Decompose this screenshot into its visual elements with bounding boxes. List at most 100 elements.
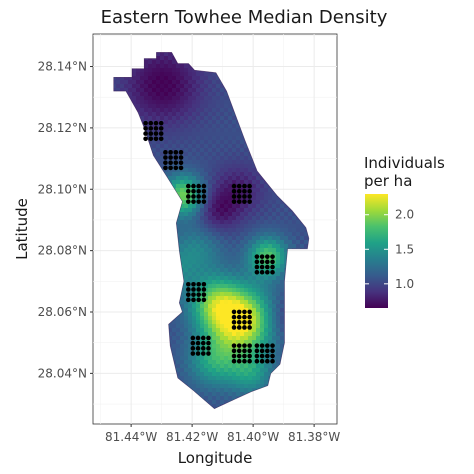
heatmap-cell <box>284 224 289 229</box>
heatmap-cell <box>132 72 137 77</box>
heatmap-cell <box>272 328 277 333</box>
heatmap-cell <box>220 256 225 261</box>
heatmap-cell <box>208 240 213 245</box>
heatmap-cell <box>248 340 253 345</box>
heatmap-cell <box>220 396 225 401</box>
heatmap-cell <box>208 392 213 397</box>
heatmap-cell <box>220 384 225 389</box>
heatmap-cell <box>212 216 217 221</box>
heatmap-cell <box>224 204 229 209</box>
heatmap-cell <box>256 372 261 377</box>
heatmap-cell <box>168 124 173 129</box>
heatmap-cell <box>176 184 181 189</box>
heatmap-cell <box>240 260 245 265</box>
heatmap-cell <box>228 316 233 321</box>
heatmap-cell <box>228 116 233 121</box>
heatmap-cell <box>220 188 225 193</box>
heatmap-cell <box>184 336 189 341</box>
heatmap-cell <box>148 108 153 113</box>
heatmap-cell <box>220 140 225 145</box>
heatmap-cell <box>216 308 221 313</box>
heatmap-cell <box>140 112 145 117</box>
heatmap-cell <box>296 220 301 225</box>
heatmap-cell <box>184 204 189 209</box>
heatmap-cell <box>216 360 221 365</box>
heatmap-cell <box>260 284 265 289</box>
heatmap-cell <box>228 156 233 161</box>
heatmap-cell <box>228 196 233 201</box>
heatmap-cell <box>236 248 241 253</box>
heatmap-cell <box>200 204 205 209</box>
heatmap-cell <box>236 296 241 301</box>
heatmap-cell <box>248 300 253 305</box>
heatmap-cell <box>252 316 257 321</box>
heatmap-cell <box>248 256 253 261</box>
heatmap-cell <box>196 236 201 241</box>
heatmap-cell <box>224 104 229 109</box>
heatmap-cell <box>240 192 245 197</box>
heatmap-cell <box>212 204 217 209</box>
heatmap-cell <box>268 356 273 361</box>
heatmap-cell <box>240 180 245 185</box>
heatmap-cell <box>204 264 209 269</box>
heatmap-cell <box>188 296 193 301</box>
heatmap-cell <box>236 160 241 165</box>
heatmap-cell <box>256 172 261 177</box>
heatmap-cell <box>204 308 209 313</box>
heatmap-cell <box>200 104 205 109</box>
heatmap-cell <box>224 340 229 345</box>
heatmap-cell <box>140 116 145 121</box>
heatmap-cell <box>244 252 249 257</box>
heatmap-cell <box>156 92 161 97</box>
heatmap-cell <box>156 104 161 109</box>
heatmap-cell <box>232 152 237 157</box>
heatmap-cell <box>156 52 161 57</box>
heatmap-cell <box>204 128 209 133</box>
heatmap-cell <box>208 260 213 265</box>
heatmap-cell <box>220 248 225 253</box>
heatmap-cell <box>172 328 177 333</box>
heatmap-cell <box>184 344 189 349</box>
heatmap-cell <box>208 136 213 141</box>
heatmap-cell <box>200 168 205 173</box>
heatmap-cell <box>140 76 145 81</box>
heatmap-cell <box>168 116 173 121</box>
heatmap-cell <box>184 172 189 177</box>
heatmap-cell <box>244 332 249 337</box>
heatmap-cell <box>236 392 241 397</box>
heatmap-cell <box>152 116 157 121</box>
heatmap-cell <box>200 208 205 213</box>
heatmap-cell <box>140 96 145 101</box>
heatmap-cell <box>136 84 141 89</box>
heatmap-cell <box>204 204 209 209</box>
heatmap-cell <box>232 364 237 369</box>
heatmap-cell <box>172 84 177 89</box>
heatmap-cell <box>180 300 185 305</box>
heatmap-cell <box>244 176 249 181</box>
heatmap-cell <box>228 260 233 265</box>
heatmap-cell <box>224 268 229 273</box>
heatmap-cell <box>212 316 217 321</box>
heatmap-cell <box>260 196 265 201</box>
heatmap-cell <box>192 264 197 269</box>
heatmap-cell <box>232 276 237 281</box>
heatmap-cell <box>220 300 225 305</box>
heatmap-cell <box>272 308 277 313</box>
heatmap-cell <box>248 384 253 389</box>
heatmap-cell <box>156 64 161 69</box>
heatmap-cell <box>204 392 209 397</box>
heatmap-cell <box>252 208 257 213</box>
heatmap-cell <box>184 76 189 81</box>
heatmap-cell <box>216 372 221 377</box>
heatmap-cell <box>256 236 261 241</box>
heatmap-cell <box>248 232 253 237</box>
heatmap-cell <box>188 252 193 257</box>
heatmap-cell <box>164 92 169 97</box>
heatmap-cell <box>264 276 269 281</box>
heatmap-cell <box>228 340 233 345</box>
heatmap-cell <box>268 308 273 313</box>
heatmap-cell <box>236 124 241 129</box>
heatmap-cell <box>268 220 273 225</box>
heatmap-cell <box>160 96 165 101</box>
heatmap-cell <box>244 212 249 217</box>
